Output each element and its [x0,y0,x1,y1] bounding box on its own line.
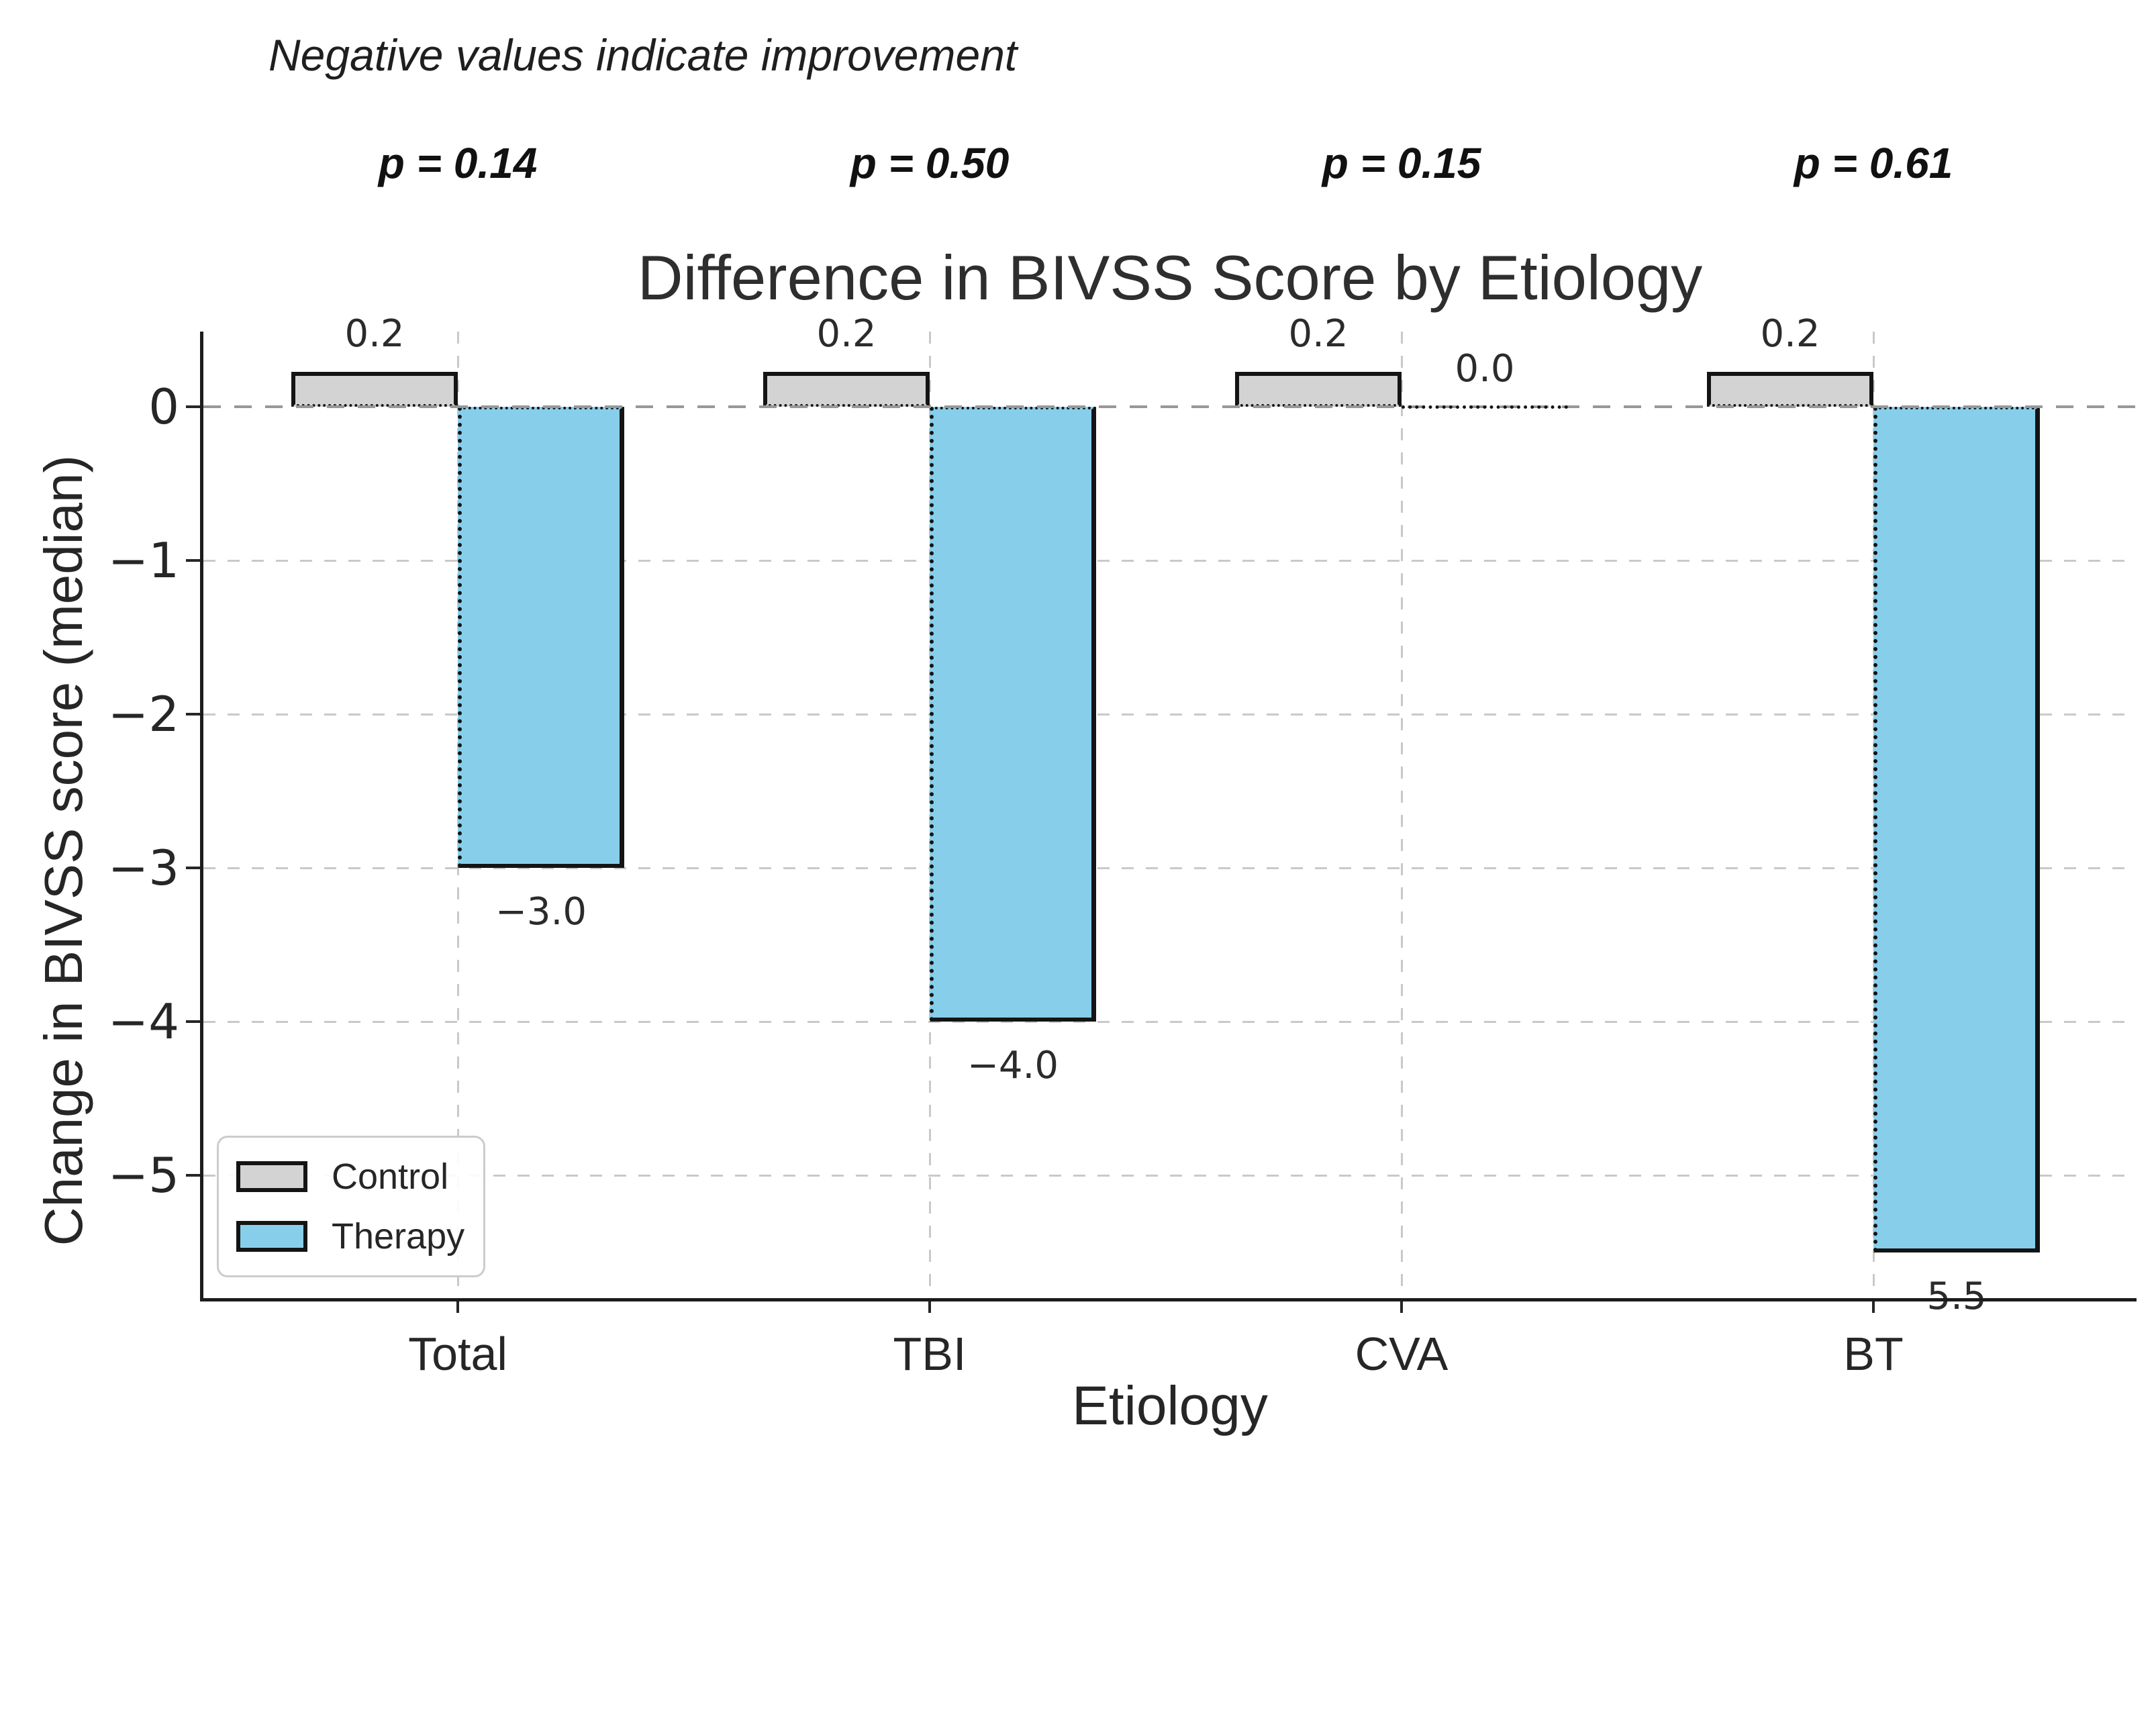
x-tick-mark-bt [1872,1298,1875,1313]
x-tick-label-bt: BT [1843,1328,1904,1380]
bar-therapy-bt [1873,407,2040,1252]
x-tick-mark-tbi [928,1298,931,1313]
bar-value-label-therapy-cva: 0.0 [1455,347,1515,391]
y-tick-mark-0 [186,405,203,408]
gridline-y-−2 [203,713,2137,716]
bar-value-label-therapy-total: −3.0 [495,890,587,934]
p-value-cva: p = 0.15 [1322,139,1481,187]
bar-value-label-control-tbi: 0.2 [816,312,877,356]
zero-gridline [203,405,2137,408]
x-tick-label-total: Total [408,1328,507,1380]
y-tick-mark-−1 [186,559,203,562]
y-tick-label-−3: −3 [107,840,179,896]
y-axis-spine [200,332,203,1301]
bar-value-label-control-bt: 0.2 [1760,312,1820,356]
gridline-y-−3 [203,867,2137,869]
y-axis-label: Change in BIVSS score (median) [34,454,93,1246]
y-tick-label-−4: −4 [107,993,179,1050]
y-tick-label-−5: −5 [107,1147,179,1203]
x-tick-label-tbi: TBI [893,1328,967,1380]
y-tick-label-−1: −1 [107,532,179,589]
bar-control-bt [1707,372,1873,407]
bar-value-label-therapy-bt: 5.5 [1926,1275,1987,1318]
bar-therapy-total [458,407,624,868]
legend-item-control: Control [236,1156,466,1197]
gridline-x-cva [1401,332,1403,1298]
bar-therapy-tbi [930,407,1096,1022]
gridline-y-−1 [203,560,2137,562]
y-tick-mark-−4 [186,1020,203,1023]
legend-label-control: Control [332,1156,449,1197]
x-tick-mark-total [456,1298,459,1313]
y-tick-label-0: 0 [148,379,179,435]
bar-control-cva [1235,372,1402,407]
legend: Control Therapy [217,1136,485,1277]
bar-control-total [291,372,458,407]
x-axis-label: Etiology [1072,1375,1268,1436]
x-tick-mark-cva [1400,1298,1403,1313]
chart-title: Difference in BIVSS Score by Etiology [637,242,1703,313]
figure-canvas: { "chart_data": { "type": "bar", "title"… [34,30,2137,1436]
plot-area: 0 −1 −2 −3 −4 −5 Total p = 0.14 TBI p = 0.50 CVA p … [108,142,2137,1377]
y-tick-label-−2: −2 [107,686,179,742]
legend-swatch-therapy-icon [236,1220,307,1252]
x-tick-label-cva: CVA [1355,1328,1449,1380]
legend-item-therapy: Therapy [236,1216,466,1257]
gridline-y-−4 [203,1021,2137,1023]
legend-label-therapy: Therapy [332,1216,465,1257]
p-value-tbi: p = 0.50 [850,139,1010,187]
y-tick-mark-−5 [186,1174,203,1177]
p-value-bt: p = 0.61 [1794,139,1953,187]
y-tick-mark-−3 [186,867,203,869]
bar-value-label-control-total: 0.2 [344,312,405,356]
chart-annotation: Negative values indicate improvement [268,30,1018,80]
x-axis-spine [200,1298,2137,1301]
bar-control-tbi [763,372,930,407]
gridline-y-−5 [203,1175,2137,1177]
p-value-total: p = 0.14 [378,139,538,187]
y-tick-mark-−2 [186,713,203,716]
bar-value-label-control-cva: 0.2 [1288,312,1349,356]
bar-therapy-cva [1402,405,1568,409]
bar-value-label-therapy-tbi: −4.0 [967,1044,1059,1087]
legend-swatch-control-icon [236,1161,307,1193]
